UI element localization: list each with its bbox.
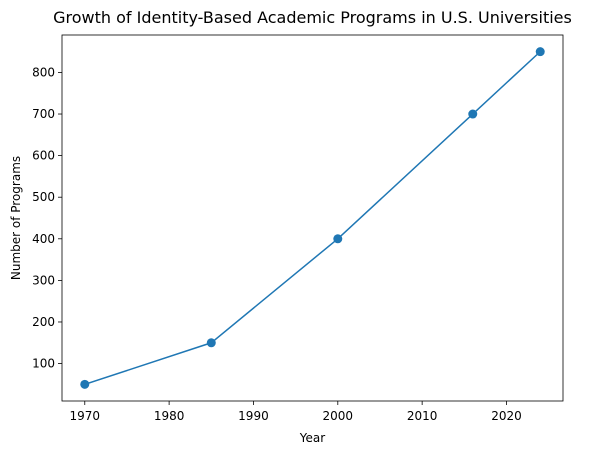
y-axis-ticks: 100 200 300 400 500 600 700 800 (32, 65, 62, 371)
x-axis-label: Year (299, 431, 325, 445)
x-tick-label: 1970 (69, 409, 100, 423)
series-line (84, 51, 541, 386)
data-point (333, 234, 343, 244)
x-tick-label: 2000 (323, 409, 354, 423)
series-layer (80, 47, 545, 389)
y-tick-label: 700 (32, 107, 55, 121)
y-tick-label: 200 (32, 315, 55, 329)
y-axis-label: Number of Programs (9, 156, 23, 280)
y-tick-label: 300 (32, 273, 55, 287)
data-point (535, 47, 545, 57)
plot-frame (61, 34, 564, 402)
plot-area (61, 34, 564, 402)
data-point (468, 109, 478, 119)
x-tick-label: 2010 (407, 409, 438, 423)
x-tick-label: 1990 (238, 409, 269, 423)
x-tick-label: 2020 (491, 409, 522, 423)
y-tick-label: 400 (32, 232, 55, 246)
data-point (80, 379, 90, 389)
chart-title: Growth of Identity-Based Academic Progra… (53, 8, 572, 27)
y-tick-label: 800 (32, 65, 55, 79)
y-tick-label: 500 (32, 190, 55, 204)
data-point (206, 338, 216, 348)
x-axis-ticks: 1970 1980 1990 2000 2010 2020 (69, 401, 522, 423)
y-tick-label: 600 (32, 149, 55, 163)
x-tick-label: 1980 (154, 409, 185, 423)
y-tick-label: 100 (32, 357, 55, 371)
